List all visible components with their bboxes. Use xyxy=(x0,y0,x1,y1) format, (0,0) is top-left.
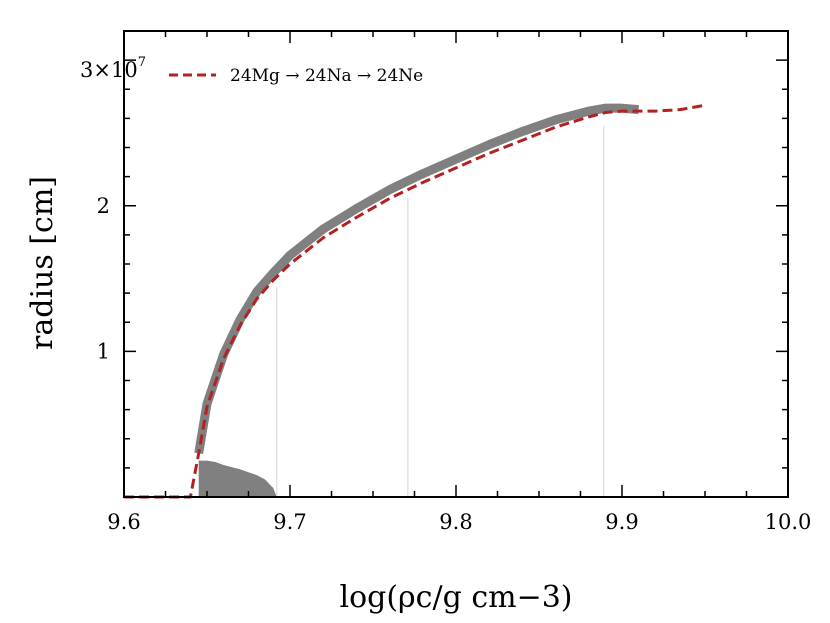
x-tick-label-4: 10.0 xyxy=(765,510,812,534)
series-line xyxy=(124,103,706,499)
gray-band xyxy=(194,103,639,455)
tick-labels: 9.6 9.7 9.8 9.9 10.0 1 2 xyxy=(97,194,812,534)
plot-content xyxy=(124,103,706,499)
plot-frame xyxy=(123,30,789,498)
legend-label: 24Mg → 24Na → 24Ne xyxy=(230,66,423,86)
ticks xyxy=(123,30,789,497)
y-tick-label-0: 1 xyxy=(97,339,110,363)
y-exponent-label: 3×107 xyxy=(80,55,146,82)
x-tick-label-2: 9.8 xyxy=(439,510,472,534)
legend: 24Mg → 24Na → 24Ne xyxy=(169,66,423,86)
x-tick-label-0: 9.6 xyxy=(107,510,140,534)
y-axis-label: radius [cm] xyxy=(25,176,60,350)
filled-region xyxy=(198,460,277,497)
x-tick-label-3: 9.9 xyxy=(605,510,638,534)
y-tick-label-1: 2 xyxy=(97,194,110,218)
x-tick-label-1: 9.7 xyxy=(273,510,306,534)
x-axis-label: log(ρc/g cm−3) xyxy=(339,580,572,615)
